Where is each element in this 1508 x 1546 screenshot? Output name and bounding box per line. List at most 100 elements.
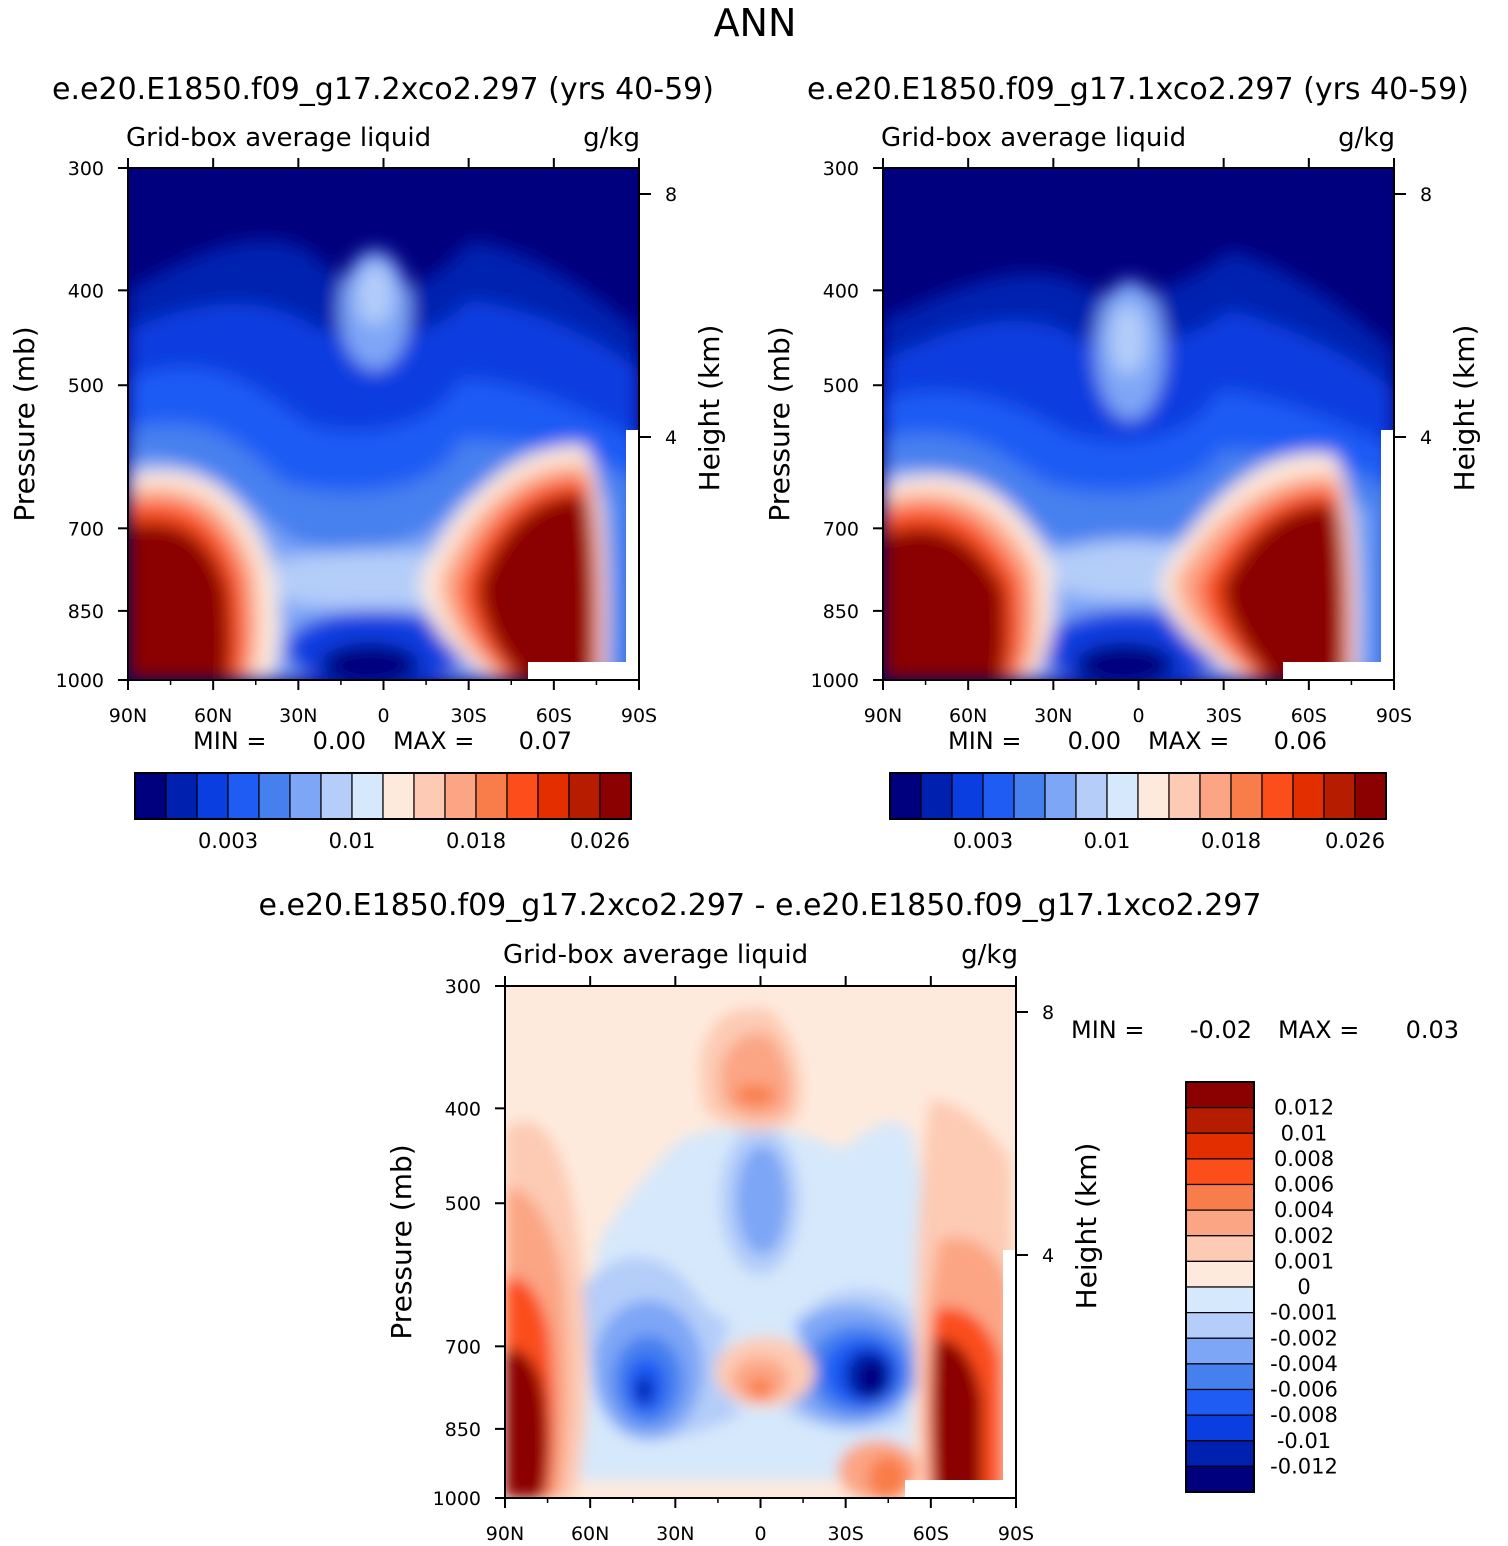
y-tick-label: 300: [823, 158, 859, 180]
y-tick-label: 500: [68, 375, 104, 397]
y-tick-label: 700: [445, 1336, 481, 1358]
x-tick-label: 30S: [1206, 705, 1242, 727]
panel-3-variable: Grid-box average liquid: [503, 940, 808, 970]
panel-3-min-value: -0.02: [1190, 1016, 1252, 1044]
colorbar-swatch: [1185, 1312, 1255, 1339]
colorbar-swatch: [568, 772, 601, 820]
colorbar-swatch: [1185, 1209, 1255, 1237]
y-tick-label: 850: [68, 601, 104, 623]
panel-1-colorbar: 0.003 0.01 0.018 0.026: [134, 772, 632, 853]
colorbar-swatch: [1185, 1260, 1255, 1288]
y2-tick-label: 8: [665, 184, 677, 206]
colorbar-label: 0.018: [1201, 829, 1261, 853]
panel-3-case-title: e.e20.E1850.f09_g17.2xco2.297 - e.e20.E1…: [259, 888, 1262, 923]
x-tick-label: 90N: [486, 1523, 524, 1545]
colorbar-swatch: [1230, 772, 1263, 820]
panel-1-contour-field: [128, 168, 639, 680]
x-tick-label: 60N: [194, 705, 232, 727]
colorbar-swatch: [1261, 772, 1294, 820]
colorbar-label: -0.001: [1270, 1301, 1338, 1325]
x-tick-label: 90S: [1376, 705, 1412, 727]
colorbar-swatch: [1185, 1081, 1255, 1109]
colorbar-label: 0.001: [1274, 1249, 1334, 1273]
y-tick-label: 850: [823, 601, 859, 623]
y-tick-label: 850: [445, 1419, 481, 1441]
panel-1-max-label: MAX =: [393, 727, 474, 755]
x-tick-label: 30N: [656, 1523, 694, 1545]
x-tick-label: 30N: [279, 705, 317, 727]
x-tick-label: 30N: [1034, 705, 1072, 727]
panel-3-units: g/kg: [961, 940, 1018, 970]
colorbar-swatch: [1185, 1132, 1255, 1160]
colorbar-swatch: [1199, 772, 1232, 820]
panel-1: e.e20.E1850.f09_g17.2xco2.297 (yrs 40-59…: [8, 72, 726, 853]
colorbar-swatch: [1075, 772, 1108, 820]
colorbar-swatch: [444, 772, 477, 820]
colorbar-swatch: [413, 772, 446, 820]
y-tick-label: 400: [68, 280, 104, 302]
colorbar-swatch: [1185, 1363, 1255, 1391]
x-tick-label: 60S: [536, 705, 572, 727]
colorbar-label: 0.002: [1274, 1224, 1334, 1248]
y2-tick-label: 4: [1420, 427, 1432, 449]
figure-title: ANN: [714, 1, 797, 45]
panel-3-max-value: 0.03: [1406, 1016, 1459, 1044]
y-tick-label: 1000: [56, 670, 104, 692]
y2-axis-label: Height (km): [693, 325, 726, 492]
colorbar-label: 0.004: [1274, 1198, 1334, 1222]
colorbar-swatch: [599, 772, 632, 820]
colorbar-swatch: [506, 772, 539, 820]
colorbar-swatch: [1013, 772, 1046, 820]
colorbar-label: 0.003: [198, 829, 258, 853]
panel-2-min-label: MIN =: [948, 727, 1021, 755]
colorbar-label: 0.006: [1274, 1173, 1334, 1197]
colorbar-swatch: [1185, 1183, 1255, 1211]
colorbar-label: 0.018: [446, 829, 506, 853]
y-tick-label: 300: [68, 158, 104, 180]
panel-2-axes: 300 400 500 700 850 1000 8 4 90N 60N 30N 0 30S 60S 90S…: [763, 158, 1481, 727]
colorbar-swatch: [920, 772, 953, 820]
panel-2-units: g/kg: [1338, 123, 1395, 153]
colorbar-swatch: [1185, 1107, 1255, 1134]
panel-1-min-value: 0.00: [313, 727, 366, 755]
panel-2-contour-field: [883, 168, 1394, 680]
x-tick-label: 30S: [451, 705, 487, 727]
y-tick-label: 500: [445, 1193, 481, 1215]
colorbar-swatch: [1185, 1337, 1255, 1365]
x-tick-label: 60S: [1291, 705, 1327, 727]
colorbar-swatch: [475, 772, 508, 820]
y2-tick-label: 8: [1042, 1002, 1054, 1024]
colorbar-swatch: [165, 772, 198, 820]
colorbar-swatch: [1185, 1235, 1255, 1262]
panel-2: e.e20.E1850.f09_g17.1xco2.297 (yrs 40-59…: [763, 72, 1481, 853]
colorbar-swatch: [382, 772, 415, 820]
colorbar-swatch: [1292, 772, 1325, 820]
panel-2-colorbar: 0.003 0.01 0.018 0.026: [889, 772, 1387, 853]
colorbar-swatch: [1168, 772, 1201, 820]
x-tick-label: 60N: [949, 705, 987, 727]
y2-axis-label: Height (km): [1448, 325, 1481, 492]
x-tick-label: 90N: [864, 705, 902, 727]
colorbar-label: -0.01: [1277, 1429, 1331, 1453]
panel-2-max-label: MAX =: [1148, 727, 1229, 755]
colorbar-swatch: [982, 772, 1015, 820]
colorbar-swatch: [889, 772, 922, 820]
colorbar-label: 0.003: [953, 829, 1013, 853]
panel-1-max-value: 0.07: [519, 727, 572, 755]
y-axis-label: Pressure (mb): [763, 326, 796, 521]
colorbar-swatch: [951, 772, 984, 820]
colorbar-label: 0.008: [1274, 1147, 1334, 1171]
colorbar-swatch: [320, 772, 353, 820]
colorbar-label: 0.01: [1084, 829, 1131, 853]
panel-3-min-label: MIN =: [1071, 1016, 1144, 1044]
y-axis-label: Pressure (mb): [385, 1144, 418, 1339]
panel-3-contour-field: [505, 986, 1016, 1498]
x-tick-label: 60S: [913, 1523, 949, 1545]
colorbar-label: -0.002: [1270, 1326, 1338, 1350]
colorbar-swatch: [537, 772, 570, 820]
colorbar-swatch: [1185, 1388, 1255, 1416]
x-tick-label: 0: [754, 1523, 766, 1545]
y2-tick-label: 8: [1420, 184, 1432, 206]
x-tick-label: 90S: [998, 1523, 1034, 1545]
